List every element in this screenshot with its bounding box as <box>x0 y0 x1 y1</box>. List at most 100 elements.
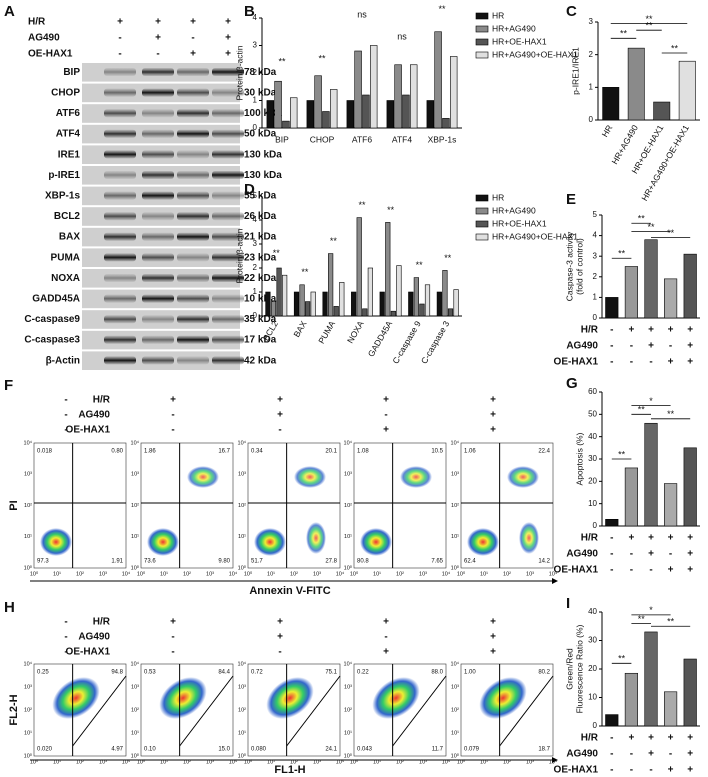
bar <box>322 111 330 129</box>
legend-swatch <box>475 194 489 202</box>
bar <box>409 64 418 129</box>
y-tick-label: 10 <box>588 499 597 508</box>
x-tick-label: 10⁰ <box>137 758 146 765</box>
cell-cluster <box>147 528 179 556</box>
condition-sign: + <box>190 49 196 60</box>
quadrant-value: 4.97 <box>111 747 123 753</box>
condition-sign: + <box>687 325 693 336</box>
y-tick-label: 5 <box>253 191 258 200</box>
quadrant-value: 24.1 <box>325 747 337 753</box>
y-tick-label: 10⁴ <box>238 439 247 446</box>
kda-label: 26 kDa <box>244 211 277 222</box>
blot-band <box>212 315 244 324</box>
y-tick-label: 10³ <box>238 472 246 478</box>
condition-sign: + <box>687 549 693 560</box>
y-tick-label: 10⁴ <box>131 660 140 667</box>
significance-label: ** <box>667 228 675 238</box>
x-tick-label: 10¹ <box>267 571 275 577</box>
bar <box>413 277 419 317</box>
protein-name: C-caspase9 <box>24 314 80 325</box>
condition-sign: - <box>118 33 121 44</box>
protein-name: BIP <box>63 67 80 78</box>
condition-sign: - <box>610 765 613 776</box>
condition-sign: - <box>384 632 387 643</box>
y-tick-label: 4 <box>253 215 258 224</box>
condition-sign: - <box>630 357 633 368</box>
kda-label: 17 kDa <box>244 335 277 346</box>
condition-sign: + <box>648 733 654 744</box>
quadrant-value: 0.043 <box>357 747 373 753</box>
y-tick-label: 10⁴ <box>238 660 247 667</box>
gate-line <box>499 675 554 747</box>
blot-band <box>212 212 244 221</box>
y-tick-label: 10³ <box>451 684 459 690</box>
y-axis-label: Caspase-3 activity <box>564 231 574 301</box>
blot-band <box>177 212 209 221</box>
blot-band <box>104 232 136 241</box>
x-tick-label: 10⁰ <box>137 570 146 577</box>
panel-label: D <box>244 181 255 198</box>
condition-sign: - <box>649 765 652 776</box>
blot-band <box>142 109 174 118</box>
y-tick-label: 10² <box>238 503 246 509</box>
y-tick-label: 10¹ <box>451 730 459 736</box>
condition-sign: + <box>170 617 176 628</box>
condition-name: OE-HAX1 <box>554 765 599 776</box>
condition-sign: - <box>610 549 613 560</box>
condition-sign: + <box>628 533 634 544</box>
cell-cluster <box>400 466 432 488</box>
legend-swatch <box>475 25 489 33</box>
bar <box>624 266 638 319</box>
kda-label: 22 kDa <box>244 273 277 284</box>
x-axis-label: FL1-H <box>274 764 305 776</box>
protein-name: ATF4 <box>56 129 81 140</box>
quadrant-value: 22.4 <box>538 449 550 455</box>
condition-sign: + <box>648 325 654 336</box>
x-tick-label: 10¹ <box>267 759 275 765</box>
quadrant-value: 80.8 <box>357 559 369 565</box>
blot-band <box>177 274 209 282</box>
x-tick-label: CHOP <box>310 134 335 144</box>
blot-band <box>104 315 136 324</box>
x-tick-label: 10² <box>76 571 84 577</box>
x-tick-label: 10² <box>396 571 404 577</box>
cell-cluster <box>519 522 539 554</box>
x-tick-label: 10⁰ <box>457 570 466 577</box>
quadrant-value: 11.7 <box>432 747 444 753</box>
x-arrow-head <box>552 757 558 763</box>
condition-sign: + <box>277 632 283 643</box>
bar <box>299 284 305 317</box>
bar <box>664 483 678 527</box>
y-tick-label: 10¹ <box>131 534 139 540</box>
quadrant-value: 10.5 <box>431 449 443 455</box>
condition-sign: - <box>64 425 67 436</box>
y-tick-label: 30 <box>588 454 597 463</box>
blot-band <box>142 212 174 221</box>
significance-label: ** <box>318 54 326 64</box>
blot-band <box>104 109 136 118</box>
condition-sign: - <box>630 341 633 352</box>
blot-band <box>212 68 244 76</box>
blot-band <box>177 88 209 97</box>
bar <box>602 87 620 121</box>
bar <box>379 291 385 317</box>
condition-name: H/R <box>93 617 111 628</box>
protein-name: XBP-1s <box>45 191 80 202</box>
significance-label: ** <box>278 56 286 66</box>
y-tick-label: 10⁰ <box>344 564 353 571</box>
condition-sign: - <box>630 765 633 776</box>
quadrant-value: 1.06 <box>464 449 476 455</box>
y-tick-label: 1 <box>253 287 258 296</box>
bar <box>683 253 697 319</box>
kda-label: 50 kDa <box>244 129 277 140</box>
condition-sign: + <box>687 533 693 544</box>
quadrant-value: 16.7 <box>218 449 230 455</box>
cell-cluster <box>360 528 392 556</box>
bar <box>436 291 442 317</box>
x-tick-label: 10⁰ <box>30 570 39 577</box>
y-axis-label: (fold of control) <box>574 238 584 295</box>
kda-label: 78 kDa <box>244 67 277 78</box>
bar <box>442 270 448 317</box>
condition-sign: + <box>490 425 496 436</box>
x-tick-label: 10⁴ <box>122 758 131 765</box>
